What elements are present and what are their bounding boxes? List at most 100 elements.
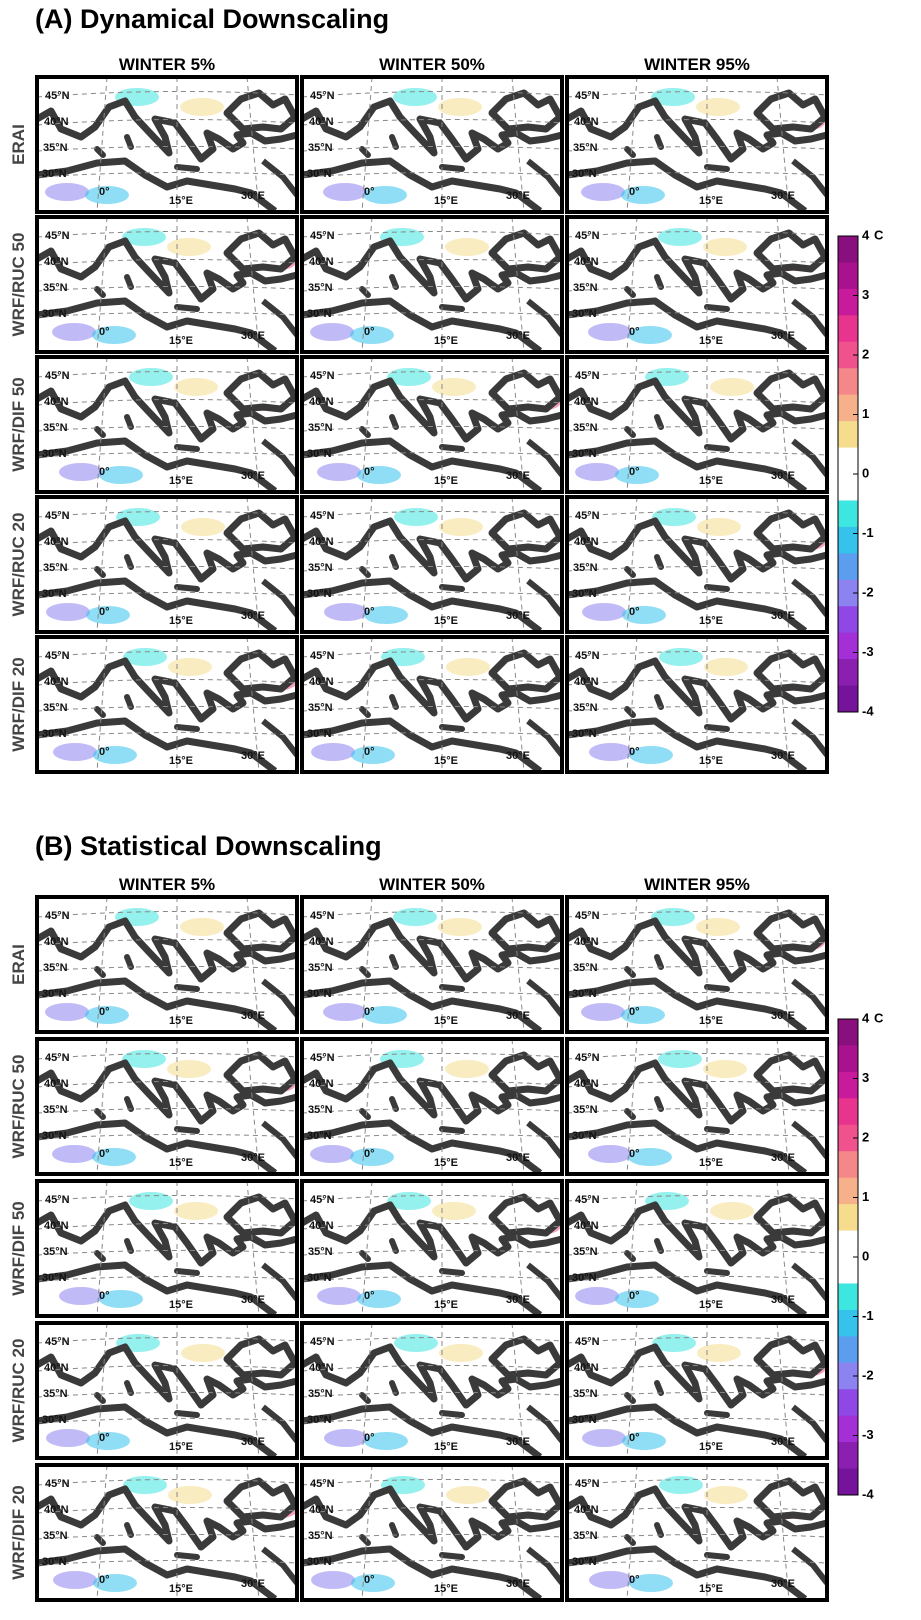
- colorbar-segment: [838, 1257, 858, 1284]
- row-label: WRF/DIF 50: [9, 377, 28, 471]
- lon-label: 0°: [629, 606, 640, 618]
- map-panel: 45°N40°N35°N30°N0°15°E30°E: [302, 637, 562, 772]
- lon-label: 15°E: [434, 475, 458, 487]
- lon-label: 30°E: [771, 1152, 795, 1164]
- lon-label: 15°E: [169, 1583, 193, 1595]
- lat-label: 45°N: [310, 650, 335, 662]
- colorbar-segment: [838, 633, 858, 660]
- lon-label: 15°E: [434, 335, 458, 347]
- lon-label: 30°E: [506, 610, 530, 622]
- anomaly-area: [439, 1344, 483, 1362]
- lat-label: 45°N: [45, 510, 70, 522]
- anomaly-area: [696, 98, 740, 116]
- lon-label: 0°: [99, 186, 110, 198]
- lon-label: 15°E: [434, 1441, 458, 1453]
- lat-label: 40°N: [309, 1504, 334, 1516]
- lat-label: 45°N: [575, 1478, 600, 1490]
- lon-label: 15°E: [434, 615, 458, 627]
- colorbar-segment: [838, 1336, 858, 1363]
- lon-label: 0°: [629, 1006, 640, 1018]
- lon-label: 15°E: [434, 755, 458, 767]
- lon-label: 30°E: [506, 1152, 530, 1164]
- lat-label: 45°N: [45, 1052, 70, 1064]
- column-header: WINTER 50%: [379, 875, 485, 894]
- lat-label: 30°N: [42, 1130, 67, 1142]
- lon-label: 30°E: [771, 330, 795, 342]
- lat-label: 35°N: [573, 1246, 598, 1258]
- lat-label: 45°N: [45, 230, 70, 242]
- lon-label: 15°E: [699, 335, 723, 347]
- anomaly-area: [710, 1202, 754, 1220]
- lat-label: 30°N: [307, 1130, 332, 1142]
- lat-label: 30°N: [307, 448, 332, 460]
- lat-label: 45°N: [310, 90, 335, 102]
- lat-label: 40°N: [309, 1078, 334, 1090]
- colorbar-segment: [838, 1389, 858, 1416]
- lon-label: 15°E: [169, 755, 193, 767]
- lon-label: 15°E: [699, 615, 723, 627]
- anomaly-area: [394, 1334, 438, 1352]
- lat-label: 40°N: [574, 1504, 599, 1516]
- map-panel: 45°N40°N35°N30°N0°15°E30°E: [302, 1039, 562, 1174]
- lat-label: 35°N: [43, 962, 68, 974]
- lat-label: 35°N: [573, 1104, 598, 1116]
- lon-label: 15°E: [699, 475, 723, 487]
- lat-label: 40°N: [574, 256, 599, 268]
- lon-label: 0°: [629, 1148, 640, 1160]
- anomaly-area: [621, 1006, 665, 1024]
- anomaly-area: [439, 518, 483, 536]
- colorbar-segment: [838, 1469, 858, 1496]
- lat-label: 40°N: [574, 396, 599, 408]
- anomaly-area: [581, 183, 625, 201]
- lat-label: 45°N: [45, 650, 70, 662]
- lon-label: 15°E: [169, 1157, 193, 1169]
- anomaly-area: [59, 463, 103, 481]
- lon-label: 0°: [99, 746, 110, 758]
- row-label: WRF/DIF 20: [9, 657, 28, 751]
- lon-label: 30°E: [241, 1436, 265, 1448]
- lat-label: 30°N: [42, 1556, 67, 1568]
- lat-label: 45°N: [575, 650, 600, 662]
- lat-label: 35°N: [573, 142, 598, 154]
- anomaly-area: [696, 918, 740, 936]
- lat-label: 35°N: [43, 562, 68, 574]
- anomaly-area: [53, 743, 97, 761]
- lat-label: 40°N: [44, 936, 69, 948]
- lon-label: 15°E: [699, 755, 723, 767]
- lat-label: 30°N: [42, 588, 67, 600]
- row-label: WRF/RUC 20: [9, 1339, 28, 1443]
- lat-label: 40°N: [574, 936, 599, 948]
- anomaly-area: [52, 323, 96, 341]
- anomaly-area: [445, 1060, 489, 1078]
- anomaly-area: [45, 1003, 89, 1021]
- lon-label: 15°E: [169, 615, 193, 627]
- anomaly-area: [588, 323, 632, 341]
- lon-label: 0°: [364, 1290, 375, 1302]
- colorbar-tick-label: 3: [862, 287, 869, 302]
- column-header: WINTER 95%: [644, 875, 750, 894]
- lat-label: 40°N: [44, 116, 69, 128]
- anomaly-area: [438, 98, 482, 116]
- lon-label: 30°E: [771, 1436, 795, 1448]
- lon-label: 0°: [364, 1432, 375, 1444]
- colorbar-tick-label: -3: [862, 1427, 874, 1442]
- colorbar-segment: [838, 315, 858, 342]
- lon-label: 30°E: [771, 1578, 795, 1590]
- lon-label: 15°E: [169, 195, 193, 207]
- colorbar-segment: [838, 527, 858, 554]
- colorbar-tick-label: -4: [862, 1486, 874, 1501]
- anomaly-area: [323, 1003, 367, 1021]
- map-panel: 45°N40°N35°N30°N0°15°E30°E: [302, 1465, 562, 1600]
- lat-label: 30°N: [307, 588, 332, 600]
- lon-label: 15°E: [699, 195, 723, 207]
- lat-label: 45°N: [575, 90, 600, 102]
- colorbar-segment: [838, 448, 858, 475]
- lon-label: 0°: [99, 1574, 110, 1586]
- lat-label: 40°N: [309, 256, 334, 268]
- anomaly-area: [323, 183, 367, 201]
- anomaly-area: [659, 1476, 703, 1494]
- lat-label: 45°N: [575, 1052, 600, 1064]
